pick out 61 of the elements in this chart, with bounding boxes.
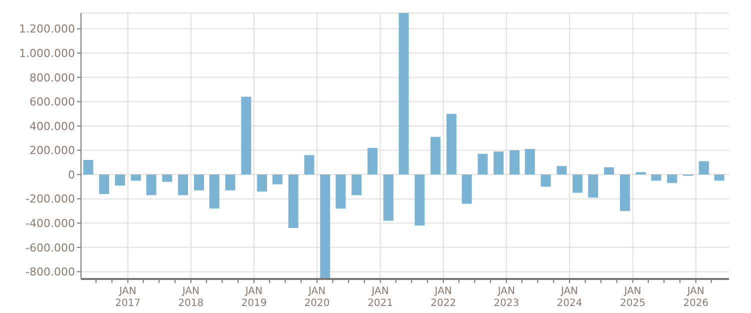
bar [209, 174, 220, 209]
x-tick-label: JAN 2018 [178, 286, 204, 309]
bar [272, 174, 282, 184]
bar [604, 167, 614, 175]
bar [398, 13, 409, 175]
bar [414, 174, 425, 226]
bar [194, 174, 204, 190]
bar [667, 174, 678, 184]
y-tick-label: -800.000 [26, 266, 75, 279]
x-tick-label: JAN 2023 [494, 286, 520, 309]
bar [99, 174, 110, 194]
bar [620, 174, 630, 211]
bar [556, 166, 567, 175]
x-tick-label: JAN 2019 [241, 286, 267, 309]
bar [241, 96, 252, 175]
y-tick-label: 200.000 [30, 144, 75, 158]
bar [524, 149, 535, 175]
bar [540, 174, 551, 187]
bar [304, 155, 314, 175]
bar [636, 172, 646, 175]
bar [572, 174, 583, 193]
bar [178, 174, 188, 196]
x-tick-label: JAN 2024 [556, 286, 582, 309]
x-tick-label: JAN 2017 [115, 286, 141, 309]
bar [367, 148, 378, 175]
bar [714, 174, 724, 181]
bar [352, 174, 362, 196]
bar [698, 161, 709, 175]
bar [430, 136, 441, 175]
x-tick-label: JAN 2022 [430, 286, 456, 309]
x-tick-label: JAN 2026 [683, 286, 709, 309]
y-tick-label: 1.200.000 [19, 22, 75, 36]
y-tick-label: -400.000 [26, 217, 75, 230]
y-tick-label: -200.000 [26, 192, 75, 206]
bar [130, 174, 141, 181]
bar [115, 174, 126, 186]
x-tick-label: JAN 2020 [304, 286, 330, 309]
x-tick-label: JAN 2021 [368, 286, 394, 309]
bar [478, 154, 488, 175]
bar [320, 174, 330, 279]
y-tick-label: -600.000 [26, 241, 75, 254]
bar [162, 174, 172, 182]
bar [494, 151, 504, 175]
y-tick-label: 400.000 [30, 120, 75, 133]
y-tick-label: 1.000.000 [19, 46, 75, 60]
x-tick-label: JAN 2025 [620, 286, 646, 309]
bar [257, 174, 268, 192]
bar [83, 160, 94, 175]
bar [651, 174, 662, 181]
y-tick-label: 800.000 [30, 71, 75, 84]
y-tick-label: 0 [68, 168, 75, 182]
bar [383, 174, 394, 221]
bar [588, 174, 598, 198]
bar [288, 174, 298, 228]
bar [510, 150, 520, 175]
y-tick-label: 600.000 [30, 96, 75, 109]
bar [336, 174, 346, 209]
bar [446, 114, 456, 175]
bar [146, 174, 156, 196]
bar [225, 174, 236, 190]
bar [462, 174, 472, 204]
